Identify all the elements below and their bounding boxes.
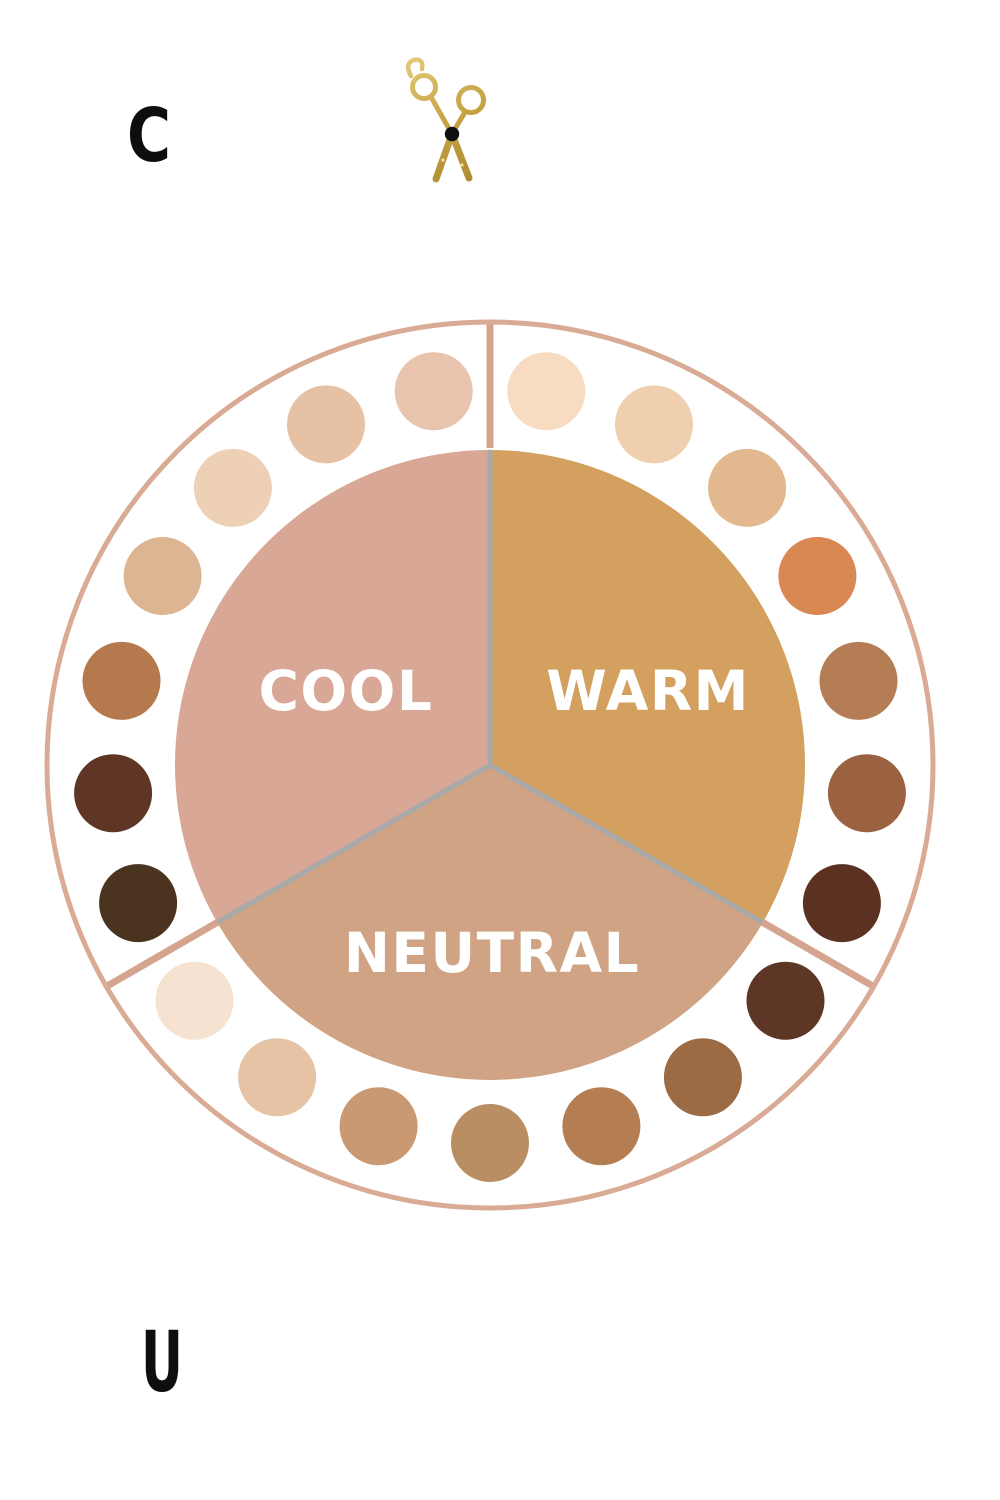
skin-tone-swatch <box>746 961 825 1040</box>
scissors-right-blade <box>448 130 473 182</box>
label-cool: COOL <box>259 659 434 723</box>
skin-tone-swatch <box>778 537 857 615</box>
skin-tone-swatch <box>238 1038 317 1117</box>
ring-divider-left <box>102 918 220 991</box>
skin-tone-swatch <box>193 448 272 527</box>
label-neutral: NEUTRAL <box>344 921 640 985</box>
skin-tone-swatch <box>827 754 906 833</box>
ring-dividers <box>102 322 878 991</box>
scissors-sparkle <box>460 163 464 167</box>
ring-divider-right <box>760 918 878 991</box>
skin-tone-swatch <box>82 641 161 720</box>
scissors-handle-curl <box>405 57 425 79</box>
skin-tone-swatch <box>562 1087 641 1166</box>
sector-warm <box>490 450 806 923</box>
skin-tone-swatch <box>802 864 881 943</box>
skin-tone-swatch <box>123 537 202 615</box>
scissors-icon <box>405 57 486 183</box>
skin-tone-swatch <box>394 352 473 431</box>
skin-tone-swatch <box>74 754 153 833</box>
skin-tone-swatch <box>451 1104 529 1182</box>
header-partial-letter: C <box>127 93 171 179</box>
skin-tone-swatch <box>507 352 586 431</box>
scissors-pivot-dot <box>444 126 460 142</box>
swatch-ring <box>74 352 906 1182</box>
sector-dividers <box>214 449 766 925</box>
outer-circle <box>44 319 936 1211</box>
scissors-left-loop <box>410 73 438 101</box>
skin-tone-swatch <box>339 1087 418 1166</box>
skin-tone-swatch <box>819 641 898 720</box>
label-warm: WARM <box>546 659 750 723</box>
scissors-right-loop <box>456 85 486 115</box>
skin-tone-swatch <box>708 448 787 527</box>
sector-cool <box>174 450 490 923</box>
scissors-left-blade <box>432 130 456 183</box>
scissors-sparkle <box>441 158 445 162</box>
skin-tone-swatch <box>99 864 178 943</box>
skin-tone-swatch <box>287 385 365 464</box>
sector-divider-right <box>487 762 766 925</box>
footer-partial-letter: U <box>141 1313 183 1411</box>
sector-divider-left <box>214 762 493 925</box>
skin-tone-swatch <box>663 1038 742 1117</box>
skin-tone-swatch <box>615 385 693 464</box>
wheel: COOL WARM NEUTRAL <box>44 319 936 1211</box>
skin-tone-swatch <box>155 961 234 1040</box>
